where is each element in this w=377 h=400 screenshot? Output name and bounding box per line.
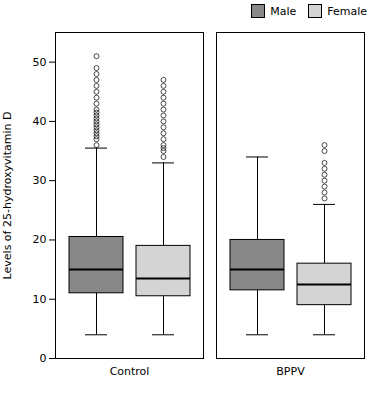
- svg-text:20: 20: [33, 233, 47, 246]
- svg-text:Levels of 25-hydroxyvitamin D: Levels of 25-hydroxyvitamin D: [1, 112, 14, 280]
- svg-text:0: 0: [40, 352, 47, 365]
- svg-text:10: 10: [33, 293, 47, 306]
- svg-text:30: 30: [33, 174, 47, 187]
- svg-text:50: 50: [33, 56, 47, 69]
- svg-text:Control: Control: [110, 365, 150, 378]
- html-text:Female: Female: [327, 4, 367, 18]
- svg-text:40: 40: [33, 115, 47, 128]
- html-text:Male: Male: [270, 4, 297, 18]
- svg-text:BPPV: BPPV: [276, 365, 305, 378]
